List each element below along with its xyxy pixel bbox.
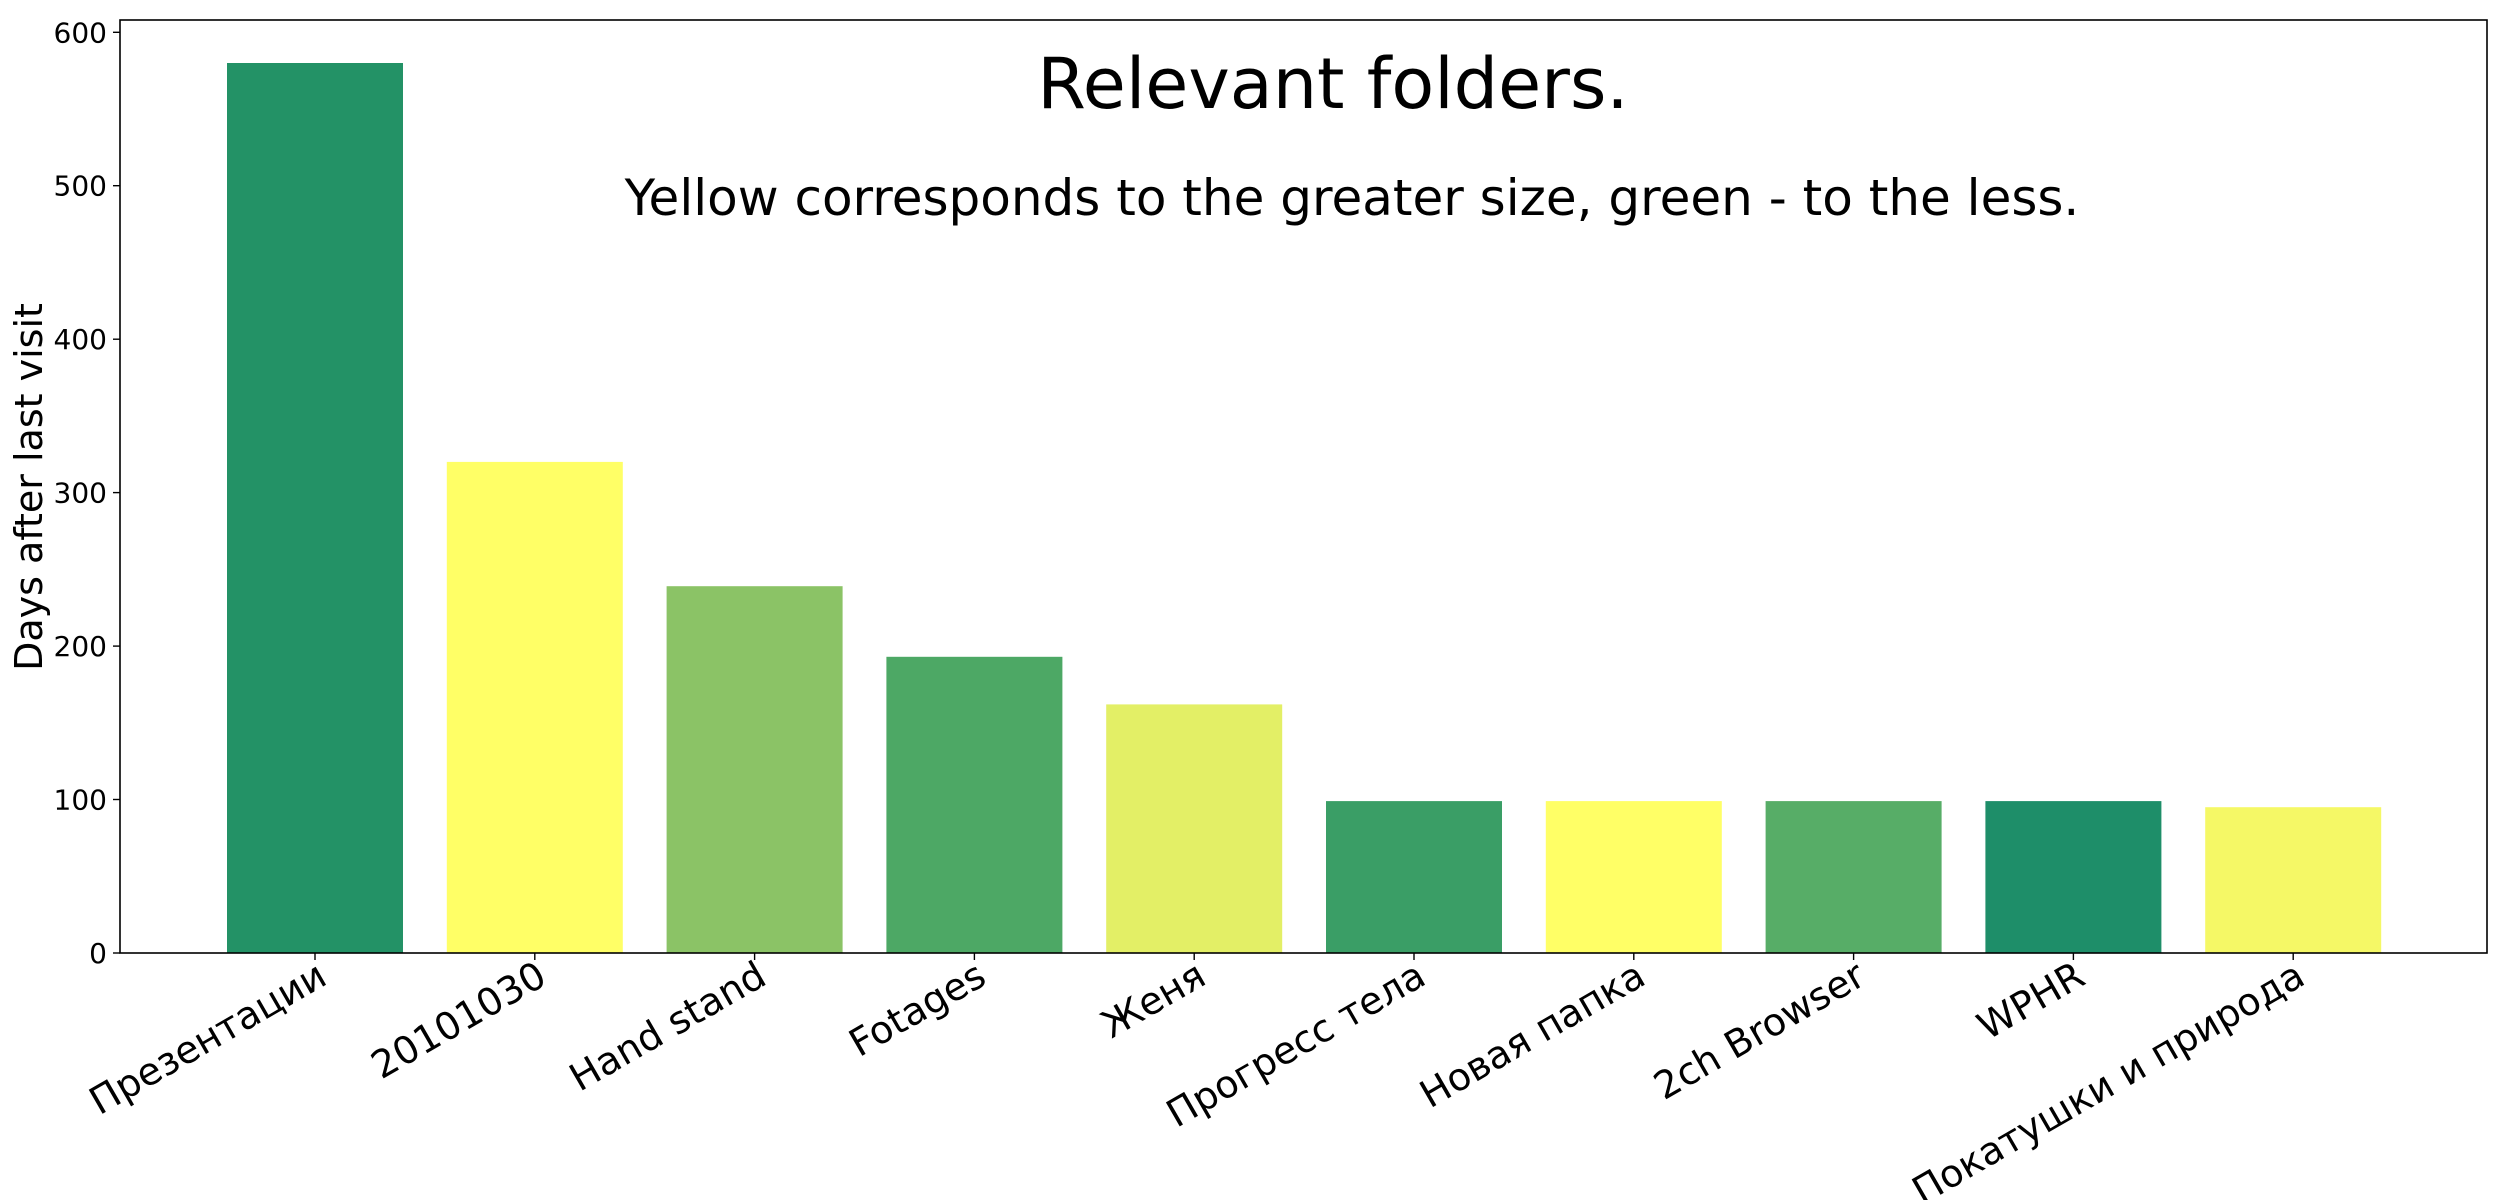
plot-area-frame bbox=[119, 19, 2488, 954]
y-tick-label: 200 bbox=[54, 630, 107, 663]
y-tick-label: 400 bbox=[54, 323, 107, 356]
y-tick-label: 600 bbox=[54, 16, 107, 49]
bars-layer bbox=[227, 63, 2382, 953]
bar-3 bbox=[886, 656, 1063, 953]
y-tick-label: 500 bbox=[54, 170, 107, 203]
x-tick-label: Fotages bbox=[842, 953, 993, 1066]
x-tick-label: Женя bbox=[1094, 953, 1213, 1047]
y-tick-label: 300 bbox=[54, 477, 107, 510]
x-tick-label: Hand stand bbox=[562, 953, 773, 1100]
x-tick-label: WPHR bbox=[1970, 953, 2092, 1049]
bar-2 bbox=[666, 586, 843, 953]
x-tick-label: Новая папка bbox=[1412, 953, 1652, 1117]
bar-8 bbox=[1985, 801, 2162, 953]
y-axis: 0 100 200 300 400 500 600 bbox=[54, 16, 120, 970]
x-tick-label: 20101030 bbox=[364, 953, 554, 1088]
y-axis-label: Days after last visit bbox=[7, 303, 51, 671]
bar-9 bbox=[2205, 807, 2382, 953]
x-tick-label: Презентации bbox=[82, 953, 334, 1124]
bar-5 bbox=[1326, 801, 1502, 953]
bar-0 bbox=[227, 63, 403, 953]
x-tick-label: 2ch Browser bbox=[1646, 953, 1872, 1109]
bar-1 bbox=[446, 461, 623, 953]
y-tick-label: 100 bbox=[54, 784, 107, 817]
bar-6 bbox=[1545, 801, 1722, 953]
y-tick-label: 0 bbox=[89, 937, 107, 970]
chart-subtitle: Yellow corresponds to the greater size, … bbox=[624, 169, 2080, 227]
bar-4 bbox=[1106, 704, 1283, 953]
x-tick-label: Покатушки и природа bbox=[1905, 953, 2312, 1200]
x-axis: Презентации 20101030 Hand stand Fotages Женя… bbox=[82, 953, 2312, 1200]
chart-title: Relevant folders. bbox=[1037, 43, 1628, 125]
bar-7 bbox=[1765, 801, 1942, 953]
